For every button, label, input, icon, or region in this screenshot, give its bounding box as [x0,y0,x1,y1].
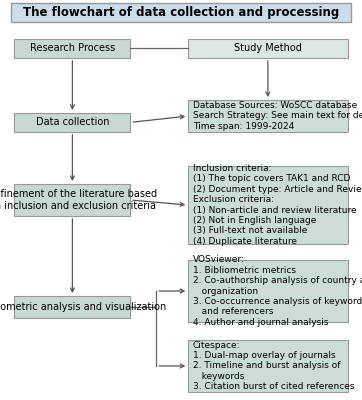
Text: Bibliometric analysis and visualization: Bibliometric analysis and visualization [0,302,166,312]
Text: Database Sources: WoSCC database
Search Strategy: See main text for details
Time: Database Sources: WoSCC database Search … [193,101,362,131]
Text: Citespace:
1. Dual-map overlay of journals
2. Timeline and burst analysis of
   : Citespace: 1. Dual-map overlay of journa… [193,341,354,391]
Text: Study Method: Study Method [234,43,302,53]
Bar [11,3,351,22]
Bar [14,184,130,216]
Bar [14,296,130,318]
Bar [188,260,348,322]
Bar [14,113,130,132]
Text: The flowchart of data collection and processing: The flowchart of data collection and pro… [23,6,339,19]
Bar [188,100,348,132]
Text: VOSviewer:
1. Bibliometric metrics
2. Co-authorship analysis of country and
   o: VOSviewer: 1. Bibliometric metrics 2. Co… [193,255,362,327]
Text: Refinement of the literature based
on inclusion and exclusion criteria: Refinement of the literature based on in… [0,189,157,211]
Text: Research Process: Research Process [30,43,115,53]
Bar [188,166,348,244]
Bar [188,39,348,58]
Bar [188,340,348,392]
Bar [14,39,130,58]
Text: Inclusion criteria:
(1) The topic covers TAK1 and RCD
(2) Document type: Article: Inclusion criteria: (1) The topic covers… [193,164,362,246]
Text: Data collection: Data collection [35,118,109,127]
